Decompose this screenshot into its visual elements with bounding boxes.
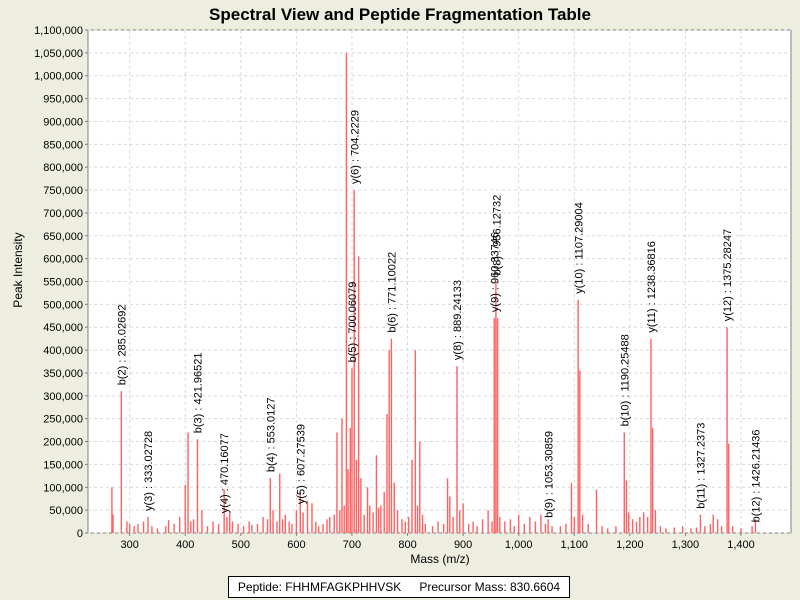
y-tick-label: 150,000 [43, 459, 83, 471]
fragment-label: y(8) : 889.24133 [452, 280, 464, 360]
fragment-label: y(9) : 960.33746 [490, 232, 502, 312]
peptide-info-box: Peptide: FHHMFAGKPHHVSK Precursor Mass: … [228, 576, 570, 598]
y-tick-label: 50,000 [49, 505, 83, 517]
fragment-label: b(12) : 1426.21436 [751, 429, 763, 522]
fragment-label: b(6) : 771.10022 [386, 252, 398, 333]
y-tick-label: 100,000 [43, 482, 83, 494]
x-axis: 300 400 500 600 700 800 900 1,000 1,100 1,200 1,30… [121, 533, 755, 551]
y-tick-label: 250,000 [43, 414, 83, 426]
y-axis-label: Peak Intensity [11, 232, 25, 307]
peaks-layer [111, 52, 757, 533]
chart-title: Spectral View and Peptide Fragmentation … [209, 5, 591, 24]
y-tick-label: 850,000 [43, 139, 83, 151]
x-tick-label: 1,100 [560, 539, 588, 551]
x-tick-label: 800 [398, 539, 416, 551]
fragment-label: y(3) : 333.02728 [143, 431, 155, 511]
x-tick-label: 600 [287, 539, 305, 551]
fragment-label: b(11) : 1327.2373 [696, 423, 708, 509]
y-tick-label: 450,000 [43, 322, 83, 334]
peptide-sequence: Peptide: FHHMFAGKPHHVSK [237, 580, 402, 594]
x-tick-label: 1,000 [505, 539, 533, 551]
y-tick-label: 650,000 [43, 231, 83, 243]
x-tick-label: 1,300 [672, 539, 700, 551]
y-tick-label: 900,000 [43, 116, 83, 128]
y-tick-label: 800,000 [43, 162, 83, 174]
y-tick-label: 950,000 [43, 94, 83, 106]
fragment-label: y(12) : 1375.28247 [722, 229, 734, 321]
y-tick-label: 500,000 [43, 299, 83, 311]
y-tick-label: 750,000 [43, 185, 83, 197]
y-tick-label: 1,050,000 [34, 48, 83, 60]
fragment-label: b(3) : 421.96521 [192, 353, 204, 434]
y-tick-label: 1,100,000 [34, 25, 83, 37]
x-tick-label: 700 [343, 539, 361, 551]
y-tick-label: 0 [77, 528, 83, 540]
fragment-label: y(4) : 470.16077 [219, 433, 231, 513]
x-tick-label: 500 [232, 539, 250, 551]
x-tick-label: 300 [121, 539, 139, 551]
annotations-layer: b(2) : 285.02692 y(3) : 333.02728 b(3) : 4… [116, 110, 762, 522]
y-tick-label: 200,000 [43, 437, 83, 449]
fragment-label: y(5) : 607.27539 [295, 424, 307, 504]
y-tick-label: 600,000 [43, 254, 83, 266]
fragment-label: y(10) : 1107.29004 [573, 202, 585, 294]
fragment-label: y(6) : 704.2229 [349, 110, 361, 184]
y-tick-label: 350,000 [43, 368, 83, 380]
fragment-label: b(4) : 553.0127 [265, 398, 277, 473]
fragment-label: y(11) : 1238.36816 [646, 241, 658, 333]
y-tick-label: 700,000 [43, 208, 83, 220]
x-tick-label: 900 [454, 539, 472, 551]
fragment-label: b(8) : 956.12732 [492, 195, 504, 276]
x-tick-label: 400 [176, 539, 194, 551]
fragment-label: b(9) : 1053.30859 [543, 431, 555, 518]
fragment-label: b(2) : 285.02692 [116, 305, 128, 386]
plot-area [87, 29, 792, 534]
x-axis-label: Mass (m/z) [410, 552, 469, 566]
y-tick-label: 400,000 [43, 345, 83, 357]
x-tick-label: 1,400 [727, 539, 755, 551]
x-tick-label: 1,200 [616, 539, 644, 551]
y-axis: 0 50,000 100,000 150,000 200,000 250,000 300,0… [34, 25, 88, 540]
y-tick-label: 550,000 [43, 277, 83, 289]
fragment-label: b(5) : 700.06079 [347, 282, 359, 363]
precursor-mass: Precursor Mass: 830.6604 [419, 580, 561, 594]
fragment-label: b(10) : 1190.25488 [619, 334, 631, 426]
y-tick-label: 300,000 [43, 391, 83, 403]
y-tick-label: 1,000,000 [34, 71, 83, 83]
